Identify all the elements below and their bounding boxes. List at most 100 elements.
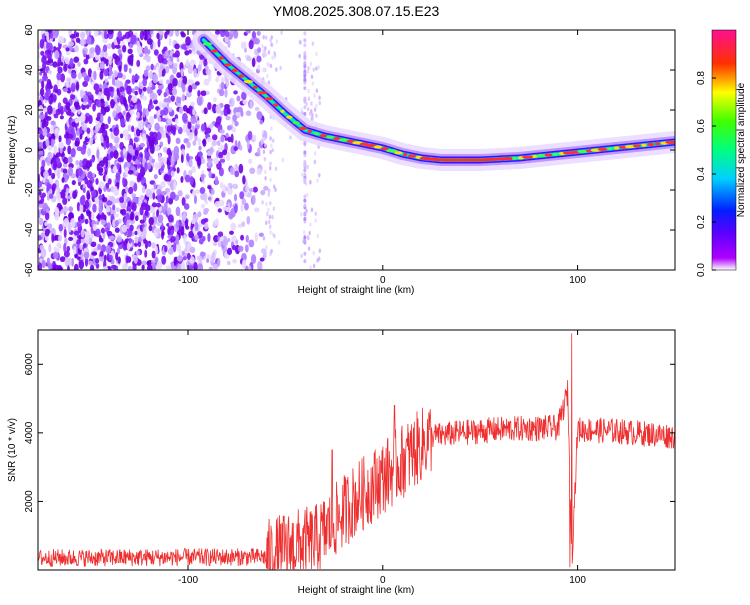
noise-blob bbox=[41, 127, 48, 137]
noise-blob bbox=[131, 88, 135, 94]
snr-background bbox=[38, 330, 675, 570]
noise-blob bbox=[317, 65, 320, 70]
noise-blob bbox=[38, 105, 44, 113]
noise-blob bbox=[211, 140, 218, 146]
noise-blob bbox=[158, 79, 164, 84]
noise-blob bbox=[38, 189, 42, 196]
noise-blob bbox=[167, 207, 172, 217]
noise-blob bbox=[270, 143, 273, 148]
noise-blob bbox=[87, 260, 94, 266]
noise-blob bbox=[109, 142, 113, 149]
noise-blob bbox=[53, 155, 57, 161]
ridge-peak bbox=[633, 144, 641, 148]
noise-blob bbox=[249, 167, 256, 175]
noise-blob bbox=[303, 211, 307, 216]
noise-blob bbox=[209, 123, 214, 129]
noise-blob bbox=[184, 50, 190, 56]
noise-blob bbox=[163, 92, 167, 98]
noise-blob bbox=[232, 114, 238, 123]
noise-blob bbox=[273, 184, 276, 189]
noise-blob bbox=[256, 168, 263, 175]
noise-blob bbox=[303, 38, 307, 43]
noise-blob bbox=[192, 108, 196, 116]
noise-blob bbox=[68, 112, 75, 117]
noise-blob bbox=[122, 34, 127, 40]
noise-blob bbox=[127, 54, 134, 65]
noise-blob bbox=[259, 119, 264, 125]
noise-blob bbox=[109, 235, 116, 241]
noise-blob bbox=[230, 222, 237, 231]
noise-blob bbox=[153, 182, 157, 190]
noise-blob bbox=[179, 213, 183, 219]
noise-blob bbox=[279, 65, 282, 71]
spectrogram-y-ticks: -60 -40 -20 0 20 40 60 bbox=[24, 24, 675, 277]
noise-blob bbox=[218, 199, 225, 207]
noise-blob bbox=[165, 50, 169, 57]
noise-blob bbox=[175, 137, 181, 145]
noise-blob bbox=[73, 56, 80, 63]
snr-y-ticks: 2000 4000 6000 bbox=[24, 353, 675, 513]
noise-blob bbox=[128, 237, 132, 244]
noise-blob bbox=[188, 84, 193, 93]
noise-blob bbox=[215, 116, 222, 125]
noise-blob bbox=[250, 254, 257, 264]
ridge-peak bbox=[365, 144, 377, 148]
noise-blob bbox=[161, 229, 165, 240]
noise-blob bbox=[57, 66, 63, 74]
noise-blob bbox=[153, 114, 157, 119]
spectrogram-y-tick-label: 20 bbox=[24, 104, 35, 116]
noise-blob bbox=[138, 81, 144, 90]
noise-blob bbox=[60, 61, 64, 66]
noise-blob bbox=[129, 224, 134, 232]
noise-blob bbox=[146, 38, 153, 45]
noise-blob bbox=[126, 85, 132, 95]
noise-blob bbox=[134, 215, 139, 222]
noise-blob bbox=[112, 110, 117, 118]
ridge-peak bbox=[394, 151, 403, 155]
noise-blob bbox=[310, 74, 314, 80]
noise-blob bbox=[193, 68, 197, 78]
noise-blob bbox=[41, 121, 45, 129]
noise-blob bbox=[315, 66, 318, 71]
noise-blob bbox=[141, 133, 147, 141]
snr-series-line bbox=[38, 333, 675, 570]
noise-blob bbox=[218, 167, 224, 177]
noise-blob bbox=[270, 248, 273, 254]
noise-blob bbox=[47, 195, 50, 201]
noise-blob bbox=[80, 213, 84, 220]
noise-blob bbox=[241, 91, 247, 101]
noise-blob bbox=[186, 141, 191, 149]
snr-x-tick-label: 100 bbox=[569, 575, 586, 586]
noise-blob bbox=[144, 45, 149, 54]
noise-blob bbox=[143, 55, 147, 61]
noise-blob bbox=[106, 187, 112, 193]
noise-blob bbox=[188, 159, 193, 168]
noise-blob bbox=[114, 220, 119, 227]
noise-blob bbox=[254, 106, 260, 111]
noise-blob bbox=[79, 169, 83, 175]
noise-blob bbox=[66, 245, 71, 252]
noise-blob bbox=[149, 30, 154, 35]
noise-blob bbox=[100, 113, 104, 124]
noise-blob bbox=[90, 212, 95, 220]
noise-blob bbox=[318, 95, 321, 100]
noise-blob bbox=[176, 72, 181, 79]
noise-blob bbox=[52, 251, 59, 259]
noise-blob bbox=[88, 114, 93, 125]
noise-blob bbox=[119, 141, 125, 151]
noise-blob bbox=[207, 102, 212, 111]
noise-blob bbox=[262, 53, 265, 58]
noise-blob bbox=[44, 221, 48, 227]
noise-blob bbox=[157, 89, 162, 95]
noise-blob bbox=[38, 113, 45, 120]
ridge-peak bbox=[218, 56, 225, 60]
noise-blob bbox=[91, 156, 95, 163]
ridge-peak bbox=[544, 153, 553, 157]
noise-blob bbox=[99, 250, 104, 257]
noise-blob bbox=[47, 70, 52, 75]
noise-blob bbox=[305, 208, 308, 214]
noise-blob bbox=[303, 259, 307, 264]
noise-blob bbox=[265, 244, 268, 250]
noise-blob bbox=[189, 246, 196, 254]
noise-blob bbox=[46, 33, 50, 42]
